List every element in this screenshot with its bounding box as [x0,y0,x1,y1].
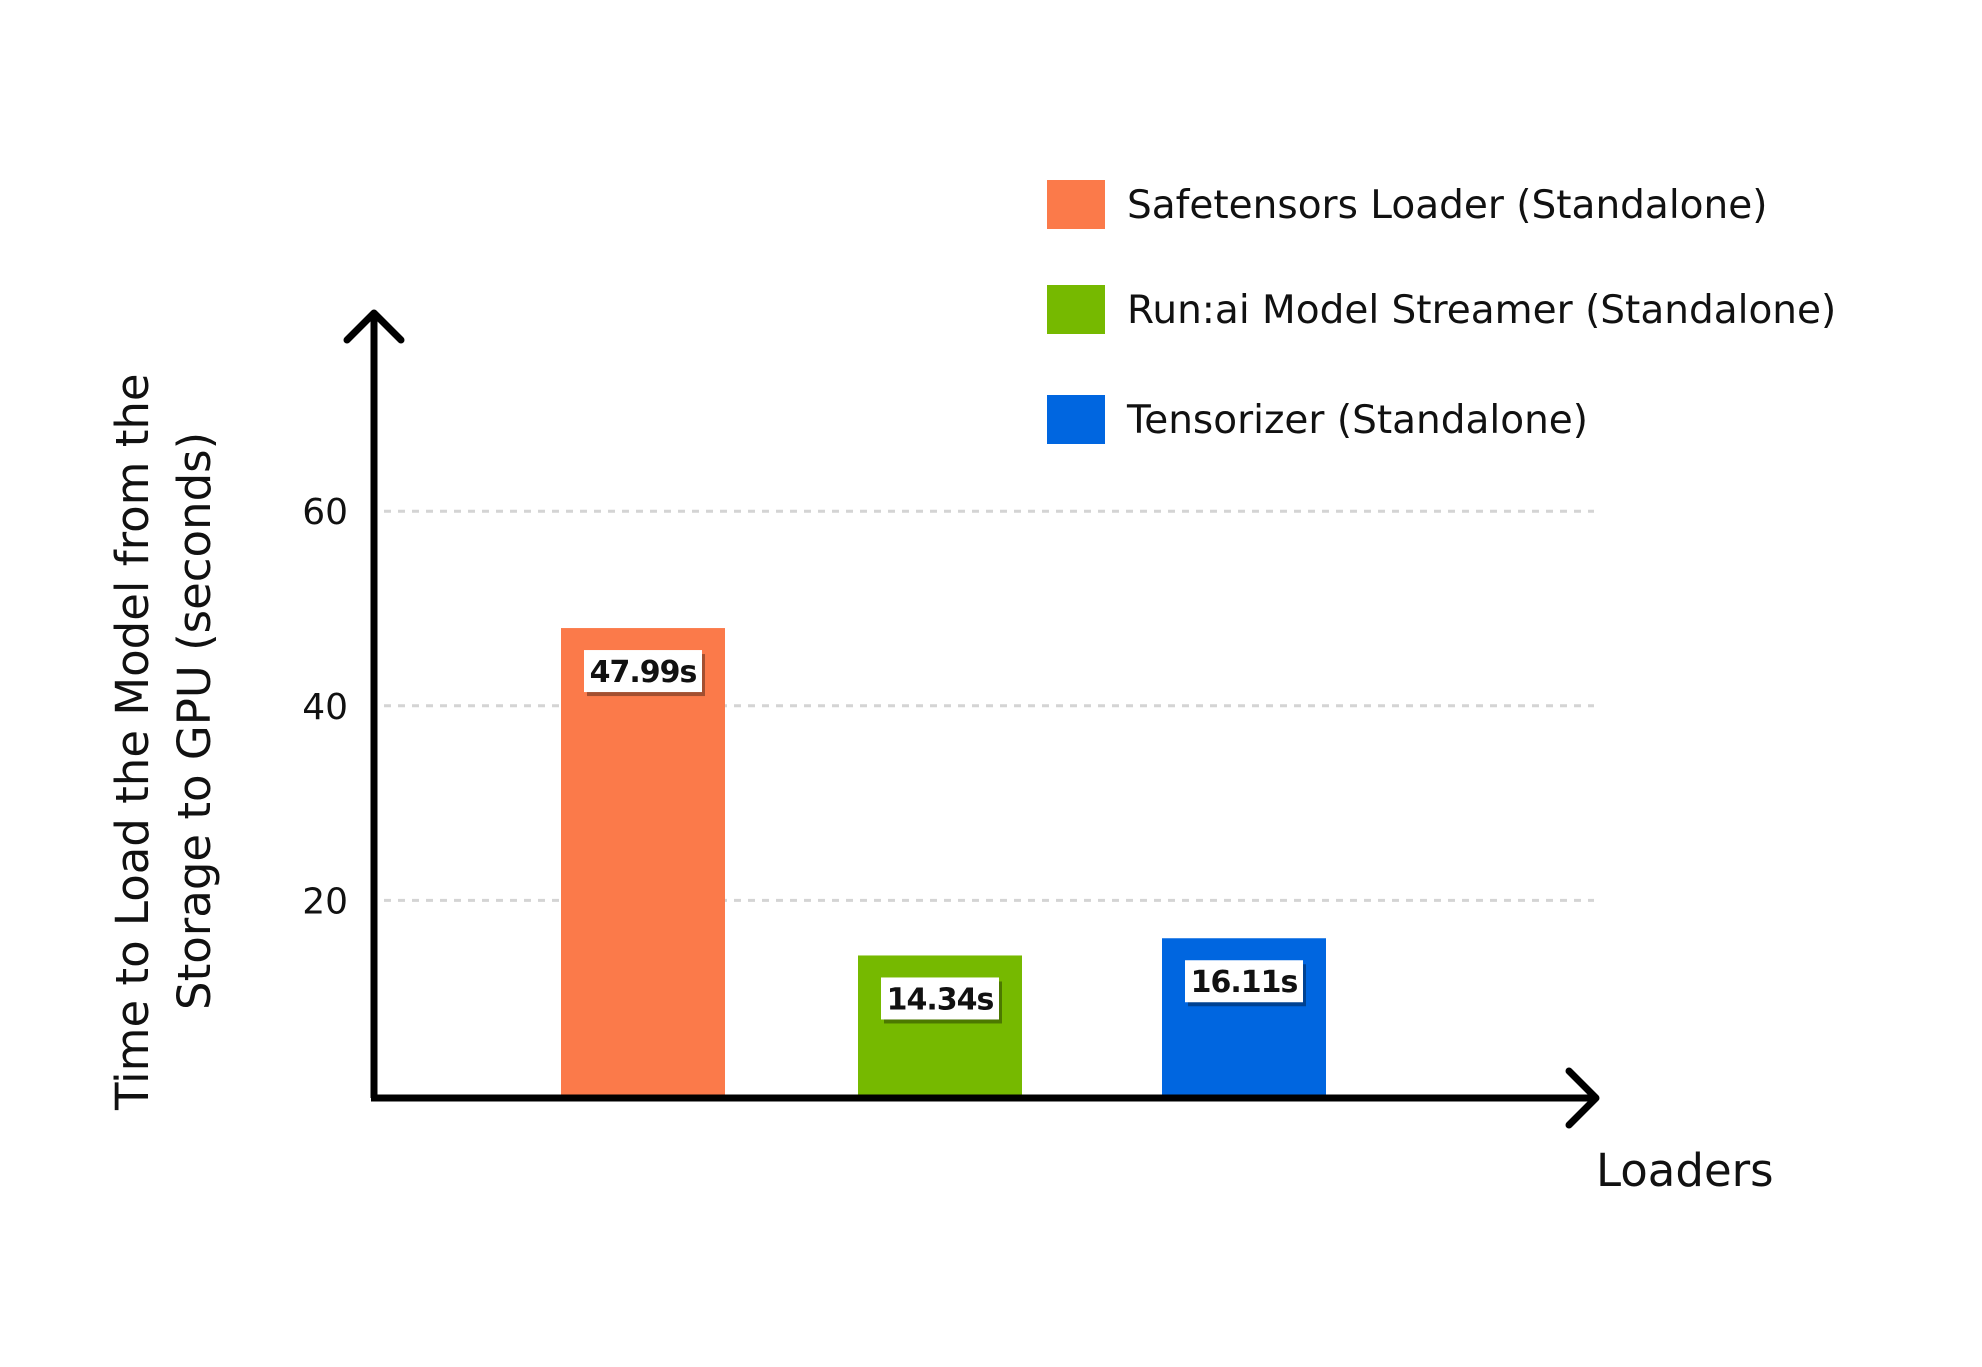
legend-item-1: Safetensors Loader (Standalone) [1047,180,1767,229]
data-label-1: 47.99s [584,650,705,697]
data-label-text-1: 47.99s [590,655,697,690]
y-tick-label-60: 60 [302,492,348,533]
data-labels: 47.99s 14.34s 16.11s [584,650,1306,1024]
legend-swatch-1 [1047,180,1105,229]
y-axis-arrow [343,309,405,344]
x-axis-title: Loaders [1596,1144,1774,1197]
data-label-2: 14.34s [881,977,1002,1024]
data-label-box-3 [1185,960,1303,1003]
legend-swatch-2 [1047,285,1105,334]
data-label-3: 16.11s [1185,960,1306,1007]
y-tick-labels: 20 40 60 [302,492,348,922]
legend-item-2: Run:ai Model Streamer (Standalone) [1047,285,1836,334]
data-label-box-2 [881,977,999,1020]
bars [561,628,1326,1095]
legend-item-3: Tensorizer (Standalone) [1047,395,1588,444]
y-axis-title-line-1: Time to Load the Model from the [106,373,159,1111]
data-label-text-2: 14.34s [887,982,994,1017]
legend-label-3: Tensorizer (Standalone) [1126,398,1588,443]
legend: Safetensors Loader (Standalone) Run:ai Mo… [1047,180,1836,444]
y-axis-title-line-2: Storage to GPU (seconds) [168,432,221,1010]
bar-2 [858,955,1022,1095]
data-label-text-3: 16.11s [1191,965,1298,1000]
legend-label-1: Safetensors Loader (Standalone) [1127,183,1767,228]
y-tick-label-40: 40 [302,687,348,728]
x-axis-arrow [1565,1067,1600,1129]
axes [343,309,1600,1129]
bar-1 [561,628,725,1095]
legend-swatch-3 [1047,395,1105,444]
y-tick-label-20: 20 [302,881,348,922]
data-label-box-1 [584,650,702,693]
y-axis-title: Time to Load the Model from the Storage … [106,359,221,1111]
legend-label-2: Run:ai Model Streamer (Standalone) [1127,288,1836,333]
